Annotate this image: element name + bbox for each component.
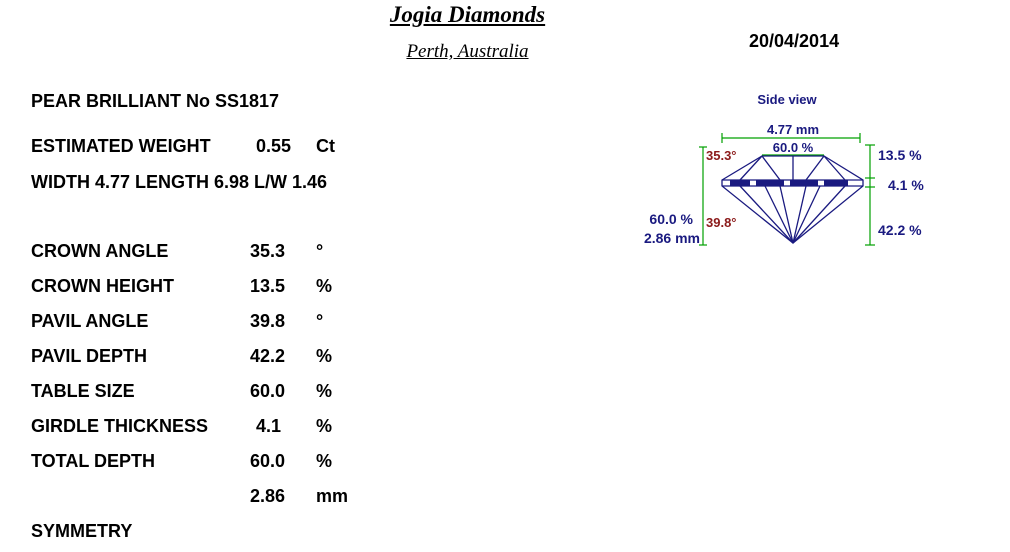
width-dimension-line [721, 133, 861, 143]
shape-line: PEAR BRILLIANT No SS1817 [31, 91, 280, 111]
measurement-unit: ° [316, 311, 324, 331]
girdle-band [730, 180, 848, 186]
girdle-label: 4.1 % [888, 177, 924, 193]
measurement-unit: % [316, 346, 333, 366]
measurement-unit: % [316, 276, 333, 296]
company-location: Perth, Australia [406, 41, 529, 62]
measurement-value: 42.2 [250, 346, 286, 366]
crown-height-label: 13.5 % [878, 147, 922, 163]
measurement-label: PAVIL DEPTH [31, 346, 148, 366]
total-depth-mm-label: 2.86 mm [644, 230, 700, 246]
measurement-value: 39.8 [250, 311, 286, 331]
dimensions-line: WIDTH 4.77 LENGTH 6.98 L/W 1.46 [31, 172, 328, 192]
pavilion-depth-label: 42.2 % [878, 222, 922, 238]
measurement-label: CROWN ANGLE [31, 241, 169, 261]
right-depth-lines [865, 144, 875, 246]
measurement-value: 4.1 [256, 416, 282, 436]
weight-unit: Ct [316, 136, 335, 156]
table-label: 60.0 % [773, 140, 814, 155]
measurement-value: 60.0 [250, 451, 286, 471]
pavilion-angle-label: 39.8° [706, 215, 737, 230]
total-depth-pct-label: 60.0 % [649, 211, 693, 227]
measurement-value: 35.3 [250, 241, 286, 261]
measurement-label: TABLE SIZE [31, 381, 135, 401]
measurement-unit: mm [316, 486, 349, 506]
measurement-label: GIRDLE THICKNESS [31, 416, 209, 436]
weight-label: ESTIMATED WEIGHT [31, 136, 211, 156]
measurement-label: TOTAL DEPTH [31, 451, 156, 471]
measurement-unit: % [316, 381, 333, 401]
measurement-label: PAVIL ANGLE [31, 311, 149, 331]
measurement-value: 60.0 [250, 381, 286, 401]
measurement-label: CROWN HEIGHT [31, 276, 174, 296]
measurement-unit: ° [316, 241, 324, 261]
side-view-diagram: Side view 4.77 mm 60.0 % 35.3° 39.8° [644, 92, 924, 246]
total-depth-line [699, 146, 707, 246]
width-label: 4.77 mm [767, 122, 819, 137]
weight-value: 0.55 [256, 136, 292, 156]
measurement-value: 13.5 [250, 276, 286, 296]
company-name: Jogia Diamonds [389, 2, 546, 27]
measurement-label: SYMMETRY [31, 521, 133, 541]
crown-angle-label: 35.3° [706, 148, 737, 163]
measurement-value: 2.86 [250, 486, 286, 506]
side-view-title: Side view [757, 92, 817, 107]
diamond-profile [721, 155, 864, 244]
measurement-unit: % [316, 451, 333, 471]
report-date: 20/04/2014 [749, 31, 840, 51]
measurement-unit: % [316, 416, 333, 436]
